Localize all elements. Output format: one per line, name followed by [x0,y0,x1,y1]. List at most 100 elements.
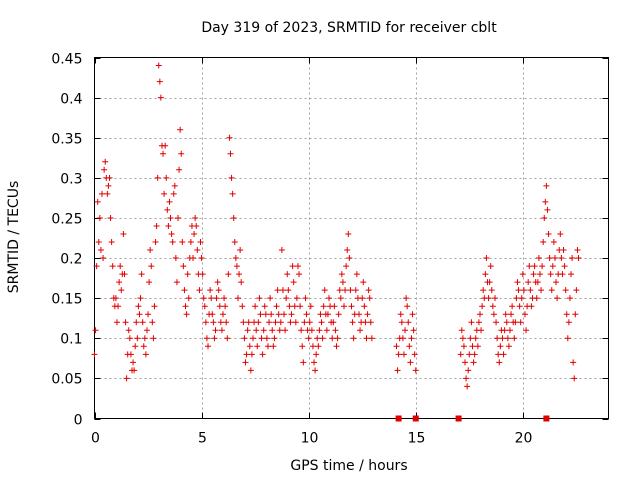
data-point [153,222,160,229]
data-point [569,255,576,262]
data-point [259,351,266,358]
data-point [92,327,99,334]
data-point [233,263,240,270]
y-tick-label: 0.25 [51,212,82,228]
data-point [565,319,572,326]
data-point [490,311,497,318]
data-point [127,351,134,358]
data-point [287,319,294,326]
data-point [134,335,141,342]
data-point [525,279,532,286]
data-point [184,271,191,278]
data-point [496,359,503,366]
data-point [222,303,229,310]
axis-ticks [94,57,609,420]
data-point [347,287,354,294]
data-point [333,343,340,350]
data-point [256,295,263,302]
data-point [343,263,350,270]
data-point [549,263,556,270]
data-point [563,311,570,318]
data-point [531,263,538,270]
data-point [338,271,345,278]
data-point [176,166,183,173]
data-point [196,287,203,294]
data-point [341,303,348,310]
data-point [539,263,546,270]
data-point [526,263,533,270]
x-tick-label: 15 [408,431,426,447]
data-point [125,327,132,334]
data-point [173,279,180,286]
data-point [121,271,128,278]
data-point [123,375,130,382]
data-point [335,311,342,318]
data-point [217,319,224,326]
data-point [202,319,209,326]
data-point [258,335,265,342]
data-point [320,303,327,310]
data-point [275,311,282,318]
data-point [157,94,164,101]
data-point [301,319,308,326]
data-point [166,198,173,205]
data-point [497,343,504,350]
data-point [203,335,210,342]
data-point [300,359,307,366]
data-point [409,311,416,318]
data-point [548,287,555,294]
data-point [342,287,349,294]
data-point [357,327,364,334]
data-point [466,351,473,358]
data-point [517,319,524,326]
chart-title: Day 319 of 2023, SRMTID for receiver cbl… [201,20,497,36]
data-point [303,311,310,318]
x-tick-label: 10 [301,431,319,447]
y-tick-label: 0.05 [51,372,82,388]
data-point [162,142,169,149]
data-point [133,319,140,326]
data-point [458,327,465,334]
data-point [462,359,469,366]
data-point [308,327,315,334]
data-point [272,319,279,326]
data-point [257,311,264,318]
data-point [323,327,330,334]
data-point [291,303,298,310]
data-point [480,287,487,294]
data-point [460,343,467,350]
data-point [229,190,236,197]
data-point [115,303,122,310]
data-point [368,335,375,342]
data-point [477,311,483,318]
zero-data-point [412,415,419,422]
data-point [255,319,262,326]
data-point [117,263,124,270]
data-point [495,351,502,358]
data-point [213,295,220,302]
data-point [359,295,366,302]
zero-data-point [395,415,402,422]
data-point [253,327,260,334]
data-point [471,351,478,358]
data-point [568,271,575,278]
grid-lines [94,57,609,419]
data-point [326,295,333,302]
data-point [232,255,239,262]
data-point [179,239,186,246]
data-point [289,263,296,270]
data-point [411,351,418,358]
data-point [281,311,288,318]
data-point [506,327,513,334]
data-point [566,295,573,302]
data-point [234,295,241,302]
data-point [141,335,148,342]
data-point [336,287,343,294]
data-point [101,166,108,173]
data-point [207,287,214,294]
plot-frame [94,57,609,419]
data-point [109,263,116,270]
data-point [156,78,163,85]
data-point [551,255,558,262]
data-point [305,335,312,342]
